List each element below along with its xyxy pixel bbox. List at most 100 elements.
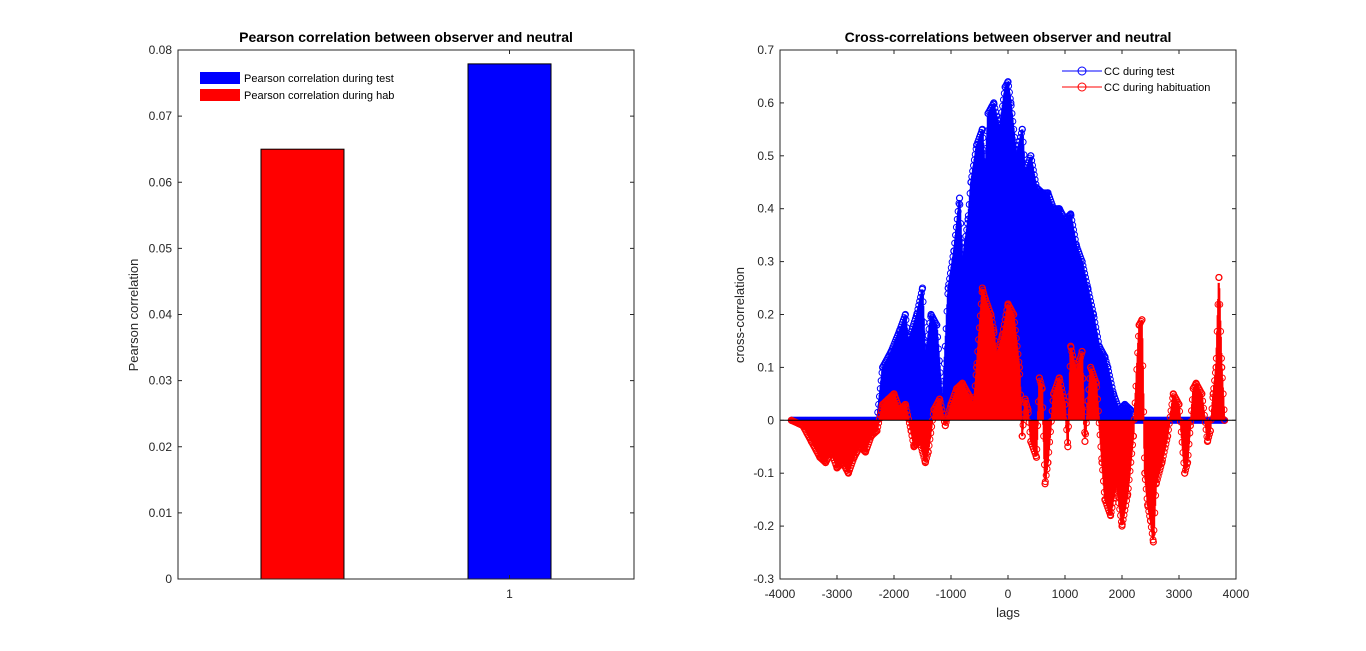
bar-chart-legend: Pearson correlation during test Pearson … <box>200 72 394 102</box>
data-point <box>904 337 912 345</box>
marker <box>1076 354 1084 362</box>
bar-chart-y-ticks: 0 0.01 0.02 0.03 0.04 0.05 0.06 0.07 0.08 <box>149 43 634 586</box>
marker <box>971 382 979 390</box>
data-point <box>1138 316 1146 324</box>
data-point <box>1115 406 1123 414</box>
data-point <box>901 310 910 319</box>
data-point <box>1012 152 1021 160</box>
data-point <box>1035 374 1043 382</box>
legend-label-hab: Pearson correlation during hab <box>244 90 394 102</box>
bar-chart-x-ticks: 1 <box>506 50 513 601</box>
marker <box>1094 407 1102 415</box>
marker <box>1069 221 1077 229</box>
y-tick-label: -0.2 <box>753 519 774 533</box>
marker <box>1134 349 1142 357</box>
data-point <box>1001 83 1009 91</box>
marker <box>1100 488 1108 496</box>
marker <box>1187 418 1195 426</box>
data-point <box>1175 400 1183 409</box>
marker <box>934 333 942 341</box>
marker <box>1064 439 1072 447</box>
data-point <box>913 310 921 319</box>
data-point <box>1018 432 1026 440</box>
marker <box>1176 418 1184 426</box>
marker <box>1028 157 1036 165</box>
marker <box>1098 455 1106 463</box>
data-point <box>1078 258 1086 266</box>
data-point <box>1183 459 1192 467</box>
marker <box>1200 404 1208 412</box>
data-point <box>1049 390 1058 398</box>
marker <box>1207 416 1215 424</box>
legend-label-cc-test: CC during test <box>1104 66 1174 78</box>
marker <box>1083 408 1091 416</box>
marker <box>1019 421 1027 429</box>
marker <box>1080 401 1088 409</box>
marker <box>957 220 965 228</box>
marker <box>1030 171 1038 179</box>
marker <box>1093 333 1101 341</box>
data-point <box>1141 469 1149 477</box>
data-point <box>1055 374 1063 382</box>
marker <box>1146 512 1154 520</box>
marker <box>1185 440 1193 448</box>
marker <box>1135 332 1143 340</box>
x-tick-label: -4000 <box>765 587 796 601</box>
marker <box>900 401 908 409</box>
data-point <box>1044 189 1052 197</box>
marker <box>1057 381 1065 389</box>
data-point <box>1061 400 1069 409</box>
data-point <box>1072 242 1081 250</box>
data-point <box>1218 363 1226 371</box>
data-point <box>967 178 975 186</box>
marker <box>1188 396 1196 404</box>
marker <box>872 428 880 436</box>
marker <box>876 411 884 419</box>
data-point <box>1021 395 1029 403</box>
data-point <box>1092 379 1100 387</box>
data-point <box>799 421 807 430</box>
marker <box>915 301 923 309</box>
data-point <box>990 99 998 107</box>
y-tick-label: 0.6 <box>757 96 774 110</box>
marker <box>1213 327 1221 335</box>
marker <box>945 409 953 417</box>
marker <box>1210 385 1218 393</box>
marker <box>1090 314 1098 322</box>
marker <box>1086 293 1094 301</box>
data-point <box>1007 99 1015 107</box>
marker <box>1139 362 1147 370</box>
marker <box>1088 301 1096 309</box>
data-point <box>1118 522 1126 530</box>
data-point <box>1106 511 1115 520</box>
marker <box>1176 407 1184 415</box>
data-point <box>978 125 986 133</box>
data-point <box>1084 284 1092 292</box>
marker <box>1094 337 1102 345</box>
marker <box>943 307 951 315</box>
cc-chart-title: Cross-correlations between observer and … <box>845 29 1172 45</box>
marker <box>1016 370 1024 378</box>
data-point <box>1209 390 1217 398</box>
data-point <box>1041 480 1049 488</box>
marker <box>1079 262 1087 270</box>
data-point <box>1027 152 1035 160</box>
marker <box>1211 369 1219 377</box>
marker <box>923 451 931 459</box>
marker <box>1218 374 1226 382</box>
marker <box>1105 367 1113 375</box>
marker <box>1099 477 1107 485</box>
marker <box>972 371 980 379</box>
marker <box>941 342 949 350</box>
bar-group <box>260 63 552 580</box>
marker <box>1160 448 1168 456</box>
data-point <box>1081 437 1089 446</box>
data-point <box>955 194 964 202</box>
data-point <box>1215 273 1223 282</box>
data-point <box>1078 347 1086 356</box>
data-point <box>1152 480 1160 488</box>
marker <box>1201 418 1209 426</box>
marker <box>1007 102 1015 110</box>
marker <box>1205 433 1213 441</box>
marker <box>974 348 982 356</box>
